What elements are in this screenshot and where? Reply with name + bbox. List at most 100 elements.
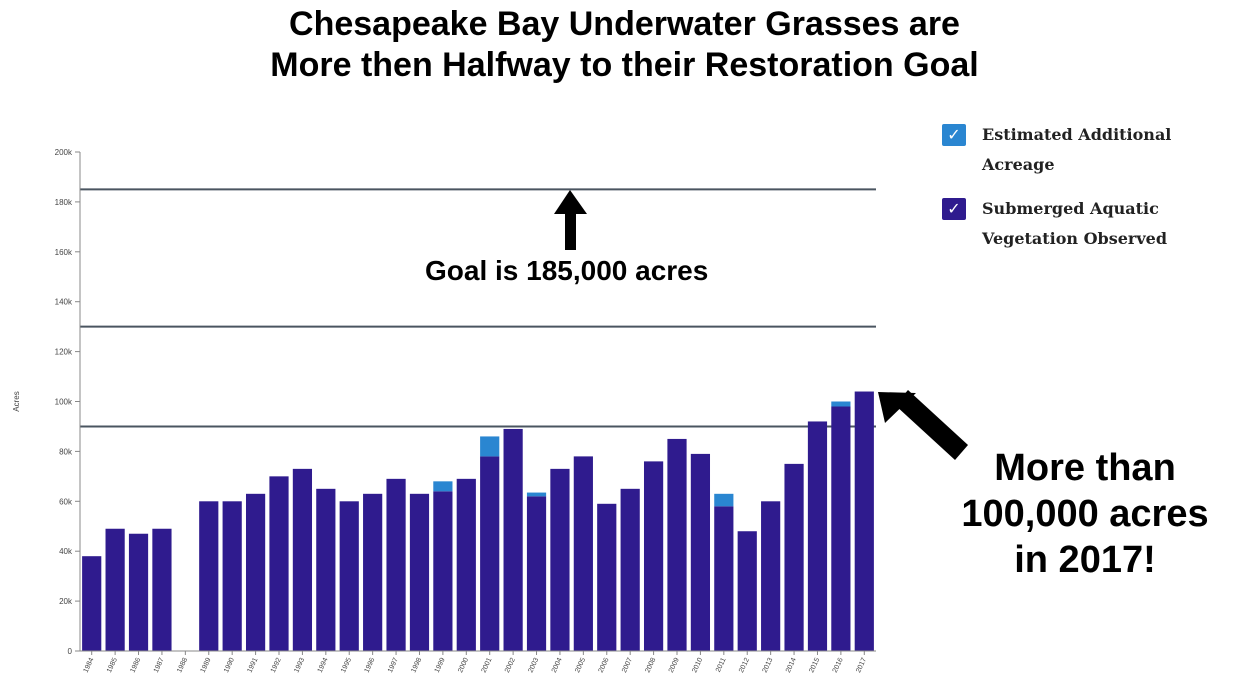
- bar-observed-1998: [409, 493, 430, 651]
- x-tick-label: 1998: [410, 657, 423, 674]
- record-annotation-line3: in 2017!: [1014, 539, 1156, 581]
- bar-observed-2010: [690, 453, 711, 651]
- x-tick-label: 1999: [434, 657, 447, 674]
- bar-observed-2003: [526, 496, 547, 651]
- y-tick-label: 20k: [59, 597, 73, 606]
- bar-observed-2008: [643, 461, 664, 651]
- y-tick-label: 120k: [55, 348, 73, 357]
- x-tick-label: 1988: [176, 657, 189, 674]
- y-tick-label: 40k: [59, 547, 73, 556]
- x-tick-label: 1986: [129, 657, 142, 674]
- bar-observed-2012: [737, 531, 757, 651]
- bar-observed-1994: [316, 488, 336, 651]
- checkbox-checked-icon[interactable]: ✓: [942, 198, 966, 220]
- record-annotation-line1: More than: [994, 447, 1176, 489]
- bar-observed-1985: [105, 528, 125, 651]
- arrows: [554, 190, 968, 460]
- chart-title: Chesapeake Bay Underwater Grasses are Mo…: [0, 4, 1249, 86]
- y-tick-label: 180k: [55, 198, 73, 207]
- y-tick-label: 100k: [55, 398, 73, 407]
- x-axis: 1984 1985 1986 1987 1988 1989 1990 1991 1992 1993…: [80, 650, 876, 674]
- x-tick-label: 1996: [364, 657, 377, 674]
- x-tick-label: 2002: [504, 657, 517, 674]
- y-tick-label: 0: [68, 647, 73, 656]
- legend-item-estimated[interactable]: ✓ Estimated Additional Acreage: [942, 120, 1242, 180]
- record-arrow-shaft: [895, 390, 968, 460]
- x-tick-label: 2016: [832, 657, 845, 674]
- bars: [82, 391, 874, 651]
- reference-lines: [80, 188, 876, 428]
- y-axis-label: Acres: [12, 391, 21, 411]
- x-tick-label: 1997: [387, 657, 400, 674]
- bar-observed-1989: [199, 501, 219, 651]
- x-tick-label: 2000: [457, 657, 470, 674]
- bar-observed-2011: [714, 506, 734, 651]
- y-axis: 0 20k 40k 60k 80k 100k 120k 140k 160k 180k 200k Acr…: [12, 148, 81, 656]
- record-arrow-head: [878, 392, 916, 423]
- bar-observed-1999: [433, 491, 453, 651]
- bar-observed-2016: [831, 406, 851, 651]
- x-tick-label: 1991: [246, 657, 259, 674]
- x-tick-label: 2012: [738, 657, 751, 674]
- bar-estimated-2011: [714, 493, 734, 507]
- bar-estimated-2001: [480, 436, 500, 457]
- x-tick-label: 1989: [200, 657, 213, 674]
- bar-observed-2005: [573, 456, 593, 651]
- bar-observed-2006: [597, 503, 617, 651]
- checkbox-checked-icon[interactable]: ✓: [942, 124, 966, 146]
- legend-label: Estimated Additional Acreage: [982, 125, 1172, 174]
- x-tick-label: 2013: [762, 657, 775, 674]
- bar-observed-2007: [620, 488, 640, 651]
- x-tick-label: 1984: [83, 657, 96, 674]
- bar-observed-1984: [82, 556, 102, 651]
- bar-observed-1987: [152, 528, 172, 651]
- x-tick-label: 1994: [317, 657, 330, 674]
- bar-observed-2013: [761, 501, 781, 651]
- bar-observed-2000: [456, 478, 476, 651]
- bar-observed-2017: [854, 391, 874, 651]
- bar-observed-2001: [480, 456, 500, 651]
- x-tick-label: 2015: [808, 657, 821, 674]
- x-tick-label: 2010: [691, 657, 704, 674]
- bar-observed-1986: [128, 533, 149, 651]
- record-annotation-line2: 100,000 acres: [961, 493, 1209, 535]
- x-tick-label: 2003: [527, 657, 540, 674]
- y-tick-label: 160k: [55, 248, 73, 257]
- legend: ✓ Estimated Additional Acreage ✓ Submerg…: [942, 120, 1242, 268]
- bar-observed-2014: [784, 463, 804, 651]
- x-tick-label: 1990: [223, 657, 236, 674]
- x-tick-label: 2009: [668, 657, 681, 674]
- x-tick-label: 2001: [481, 657, 494, 674]
- bar-estimated-1999: [433, 481, 453, 492]
- record-annotation: More than 100,000 acres in 2017!: [925, 445, 1245, 583]
- x-tick-label: 2011: [715, 657, 728, 674]
- y-tick-label: 60k: [59, 497, 73, 506]
- x-tick-label: 1993: [293, 657, 306, 674]
- chart-title-line1: Chesapeake Bay Underwater Grasses are: [289, 5, 960, 43]
- x-tick-label: 2005: [574, 657, 587, 674]
- x-tick-label: 1985: [106, 657, 119, 674]
- bar-observed-1996: [363, 493, 383, 651]
- x-tick-label: 2006: [598, 657, 611, 674]
- y-tick-label: 80k: [59, 447, 73, 456]
- goal-arrow-shaft: [565, 212, 576, 250]
- bar-observed-1992: [269, 476, 289, 651]
- bar-observed-1990: [222, 501, 242, 651]
- bar-observed-1991: [245, 493, 266, 651]
- legend-item-observed[interactable]: ✓ Submerged Aquatic Vegetation Observed: [942, 194, 1242, 254]
- chart-title-line2: More then Halfway to their Restoration G…: [270, 46, 979, 84]
- bar-observed-1995: [339, 501, 359, 651]
- x-tick-label: 2014: [785, 657, 798, 674]
- x-tick-label: 2008: [644, 657, 657, 674]
- bar-observed-1997: [386, 478, 406, 651]
- y-tick-label: 200k: [55, 148, 73, 157]
- x-tick-label: 1992: [270, 657, 283, 674]
- x-tick-label: 1995: [340, 657, 353, 674]
- legend-label: Submerged Aquatic Vegetation Observed: [982, 199, 1167, 248]
- goal-arrow-head: [554, 190, 587, 214]
- bar-observed-1993: [292, 468, 313, 651]
- bar-estimated-2016: [831, 401, 851, 407]
- x-tick-label: 2007: [621, 657, 634, 674]
- bar-observed-2009: [667, 438, 687, 651]
